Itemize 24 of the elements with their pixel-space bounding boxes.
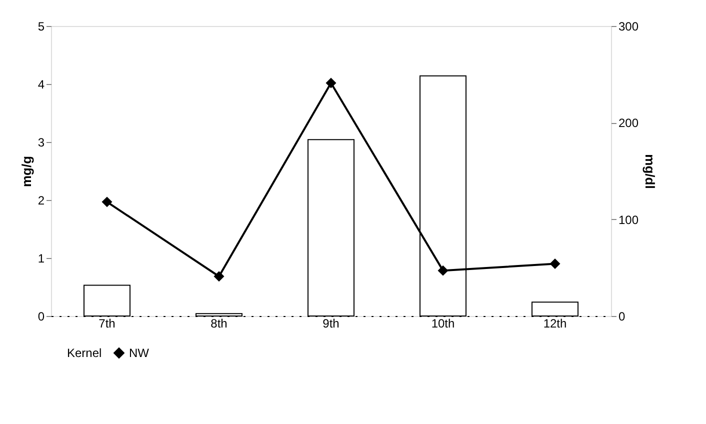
text: Kernel: [67, 346, 102, 360]
point: [438, 265, 448, 276]
y-tick-label: 1: [38, 252, 45, 266]
point: [214, 271, 224, 282]
y2-tick-label: 100: [618, 212, 639, 227]
legend-label: NW: [129, 346, 150, 360]
x-tick-label: 9th: [322, 316, 340, 330]
point: [550, 258, 560, 270]
y-tick-label: 5: [38, 20, 45, 34]
x-tick-label: 10th: [431, 316, 455, 330]
y-tick-label: 3: [38, 136, 45, 150]
point: [326, 78, 336, 88]
y-tick-label: 0: [38, 310, 45, 324]
point: [102, 196, 112, 208]
y-axis-title: mg/g: [18, 156, 34, 188]
x-tick-label: 8th: [210, 316, 228, 330]
y2-tick-label: 0: [618, 310, 626, 324]
y-tick-label: 2: [38, 194, 45, 208]
x-tick-label: 12th: [543, 316, 567, 330]
y2-tick-label: 300: [618, 20, 639, 34]
y2-tick-label: 200: [618, 116, 639, 130]
y2-axis-title: mg/dl: [642, 154, 658, 189]
y-tick-label: 4: [38, 78, 45, 92]
x-tick-label: 7th: [98, 316, 116, 330]
